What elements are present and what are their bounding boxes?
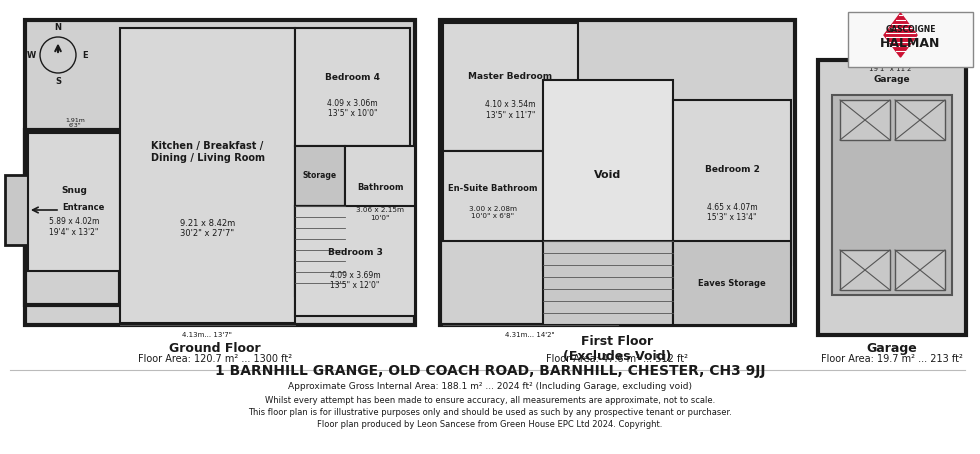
Text: Bathroom: Bathroom bbox=[357, 183, 403, 192]
Bar bbox=[443, 23, 578, 151]
Text: 1 BARNHILL GRANGE, OLD COACH ROAD, BARNHILL, CHESTER, CH3 9JJ: 1 BARNHILL GRANGE, OLD COACH ROAD, BARNH… bbox=[215, 365, 765, 378]
Text: 9.21 x 8.42m
30'2" x 27'7": 9.21 x 8.42m 30'2" x 27'7" bbox=[180, 219, 235, 238]
Bar bbox=[840, 250, 890, 290]
Text: E: E bbox=[82, 50, 88, 59]
Text: S: S bbox=[55, 78, 61, 87]
Bar bbox=[295, 146, 345, 206]
Bar bbox=[28, 133, 120, 271]
Text: First Floor
(Excludes Void): First Floor (Excludes Void) bbox=[563, 335, 671, 363]
Bar bbox=[443, 151, 543, 241]
Text: This floor plan is for illustrative purposes only and should be used as such by : This floor plan is for illustrative purp… bbox=[248, 408, 732, 417]
Text: 4.09 x 3.06m
13'5" x 10'0": 4.09 x 3.06m 13'5" x 10'0" bbox=[327, 99, 378, 118]
Text: Entrance: Entrance bbox=[62, 202, 105, 212]
Bar bbox=[5, 175, 35, 245]
Bar bbox=[440, 20, 795, 325]
Bar bbox=[673, 241, 791, 325]
Bar bbox=[25, 130, 120, 305]
Text: 4.10 x 3.54m
13'5" x 11'7": 4.10 x 3.54m 13'5" x 11'7" bbox=[485, 100, 536, 120]
Text: HALMAN: HALMAN bbox=[880, 37, 941, 50]
Bar bbox=[832, 95, 952, 295]
Text: Bedroom 3: Bedroom 3 bbox=[327, 248, 382, 257]
Bar bbox=[818, 60, 966, 335]
Bar bbox=[295, 206, 415, 316]
Text: 4.09 x 3.69m
13'5" x 12'0": 4.09 x 3.69m 13'5" x 12'0" bbox=[329, 271, 380, 291]
Text: Ground Floor: Ground Floor bbox=[170, 342, 261, 355]
Text: Floor Area: 47.6 m² ... 512 ft²: Floor Area: 47.6 m² ... 512 ft² bbox=[546, 354, 688, 364]
Text: 1.91m
6'3": 1.91m 6'3" bbox=[65, 118, 85, 128]
Text: 3.00 x 2.08m
10'0" x 6'8": 3.00 x 2.08m 10'0" x 6'8" bbox=[469, 206, 517, 219]
Text: Eaves Storage: Eaves Storage bbox=[698, 278, 766, 287]
Bar bbox=[895, 100, 945, 140]
Text: Snug: Snug bbox=[61, 187, 87, 196]
Polygon shape bbox=[884, 13, 917, 57]
Text: Whilst every attempt has been made to ensure accuracy, all measurements are appr: Whilst every attempt has been made to en… bbox=[265, 396, 715, 405]
Text: Garage: Garage bbox=[866, 342, 917, 355]
Bar bbox=[295, 28, 410, 146]
Text: Floor plan produced by Leon Sancese from Green House EPC Ltd 2024. Copyright.: Floor plan produced by Leon Sancese from… bbox=[318, 419, 662, 429]
Text: Bedroom 4: Bedroom 4 bbox=[325, 73, 380, 82]
Bar bbox=[295, 206, 345, 296]
Text: Bedroom 2: Bedroom 2 bbox=[705, 165, 760, 174]
Text: Floor Area: 19.7 m² ... 213 ft²: Floor Area: 19.7 m² ... 213 ft² bbox=[821, 354, 963, 364]
Text: Kitchen / Breakfast /
Dining / Living Room: Kitchen / Breakfast / Dining / Living Ro… bbox=[151, 141, 265, 163]
Text: N: N bbox=[55, 24, 62, 33]
Bar bbox=[543, 80, 673, 270]
Text: W: W bbox=[26, 50, 35, 59]
Text: Master Bedroom: Master Bedroom bbox=[468, 72, 553, 81]
Text: Garage: Garage bbox=[874, 75, 910, 84]
Text: 3.06 x 2.15m
10'0": 3.06 x 2.15m 10'0" bbox=[356, 207, 404, 221]
Bar bbox=[345, 146, 415, 246]
Bar bbox=[543, 241, 673, 325]
Text: En-Suite Bathroom: En-Suite Bathroom bbox=[448, 184, 538, 193]
Bar bbox=[25, 20, 415, 325]
Bar bbox=[840, 100, 890, 140]
Text: Storage: Storage bbox=[303, 172, 337, 181]
Text: 4.13m... 13'7": 4.13m... 13'7" bbox=[182, 332, 232, 338]
Text: GASCOIGNE: GASCOIGNE bbox=[885, 25, 936, 34]
Bar bbox=[120, 28, 295, 323]
Text: Void: Void bbox=[595, 170, 621, 180]
Bar bbox=[895, 250, 945, 290]
Text: Approximate Gross Internal Area: 188.1 m² ... 2024 ft² (Including Garage, exclud: Approximate Gross Internal Area: 188.1 m… bbox=[288, 382, 692, 391]
Text: Floor Area: 120.7 m² ... 1300 ft²: Floor Area: 120.7 m² ... 1300 ft² bbox=[138, 354, 292, 364]
Text: 4.31m... 14'2": 4.31m... 14'2" bbox=[505, 332, 555, 338]
Text: 5.89 x 4.02m
19'4" x 13'2": 5.89 x 4.02m 19'4" x 13'2" bbox=[49, 217, 99, 237]
Bar bbox=[673, 100, 791, 265]
Bar bbox=[848, 12, 973, 67]
Text: 5.82 x 3.39m
19'1" x 11'2": 5.82 x 3.39m 19'1" x 11'2" bbox=[868, 59, 915, 72]
Text: 4.65 x 4.07m
15'3" x 13'4": 4.65 x 4.07m 15'3" x 13'4" bbox=[707, 202, 758, 222]
